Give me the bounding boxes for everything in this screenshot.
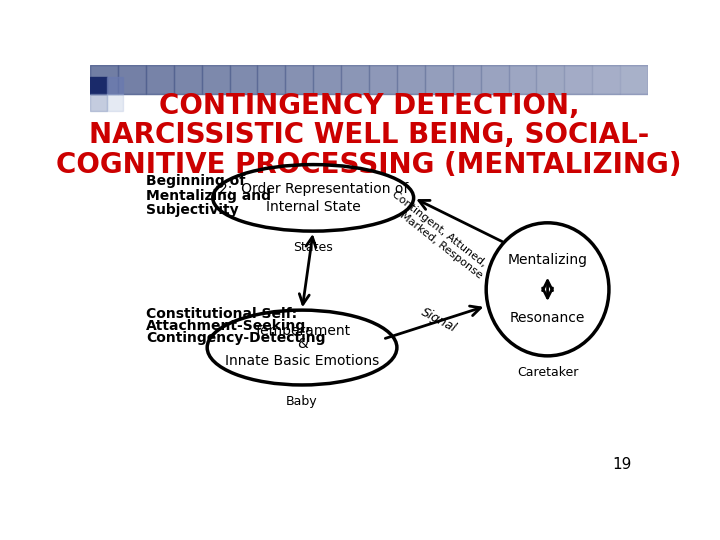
Text: 2:  Order Representation of: 2: Order Representation of	[218, 181, 408, 195]
Bar	[90, 94, 107, 111]
Bar	[285, 65, 313, 94]
Text: COGNITIVE PROCESSING (MENTALIZING): COGNITIVE PROCESSING (MENTALIZING)	[56, 151, 682, 179]
Bar	[90, 77, 107, 94]
Text: Beginning of: Beginning of	[145, 174, 245, 188]
Bar	[118, 65, 145, 94]
Text: Mentalizing: Mentalizing	[508, 253, 588, 267]
Bar	[425, 65, 453, 94]
Text: Caretaker: Caretaker	[517, 366, 578, 379]
Text: Constitutional Self:: Constitutional Self:	[145, 307, 297, 321]
Bar	[397, 65, 425, 94]
Bar	[258, 65, 285, 94]
Text: Attachment-Seeking,: Attachment-Seeking,	[145, 319, 311, 333]
Bar	[145, 65, 174, 94]
Bar	[230, 65, 258, 94]
Text: Baby: Baby	[287, 395, 318, 408]
Text: Signal: Signal	[419, 306, 459, 335]
Text: Resonance: Resonance	[510, 312, 585, 326]
Text: &: &	[297, 337, 307, 351]
Bar	[107, 77, 124, 94]
Bar	[202, 65, 230, 94]
Bar	[536, 65, 564, 94]
Bar	[453, 65, 481, 94]
Bar	[107, 94, 124, 111]
Bar	[90, 65, 648, 94]
Text: Marked, Response: Marked, Response	[398, 211, 485, 281]
Text: Mentalizing and: Mentalizing and	[145, 189, 271, 203]
Text: NARCISSISTIC WELL BEING, SOCIAL-: NARCISSISTIC WELL BEING, SOCIAL-	[89, 122, 649, 150]
Text: Contingency-Detecting: Contingency-Detecting	[145, 330, 325, 345]
Bar	[369, 65, 397, 94]
Bar	[508, 65, 536, 94]
Bar	[564, 65, 592, 94]
Text: CONTINGENCY DETECTION,: CONTINGENCY DETECTION,	[158, 92, 580, 120]
Text: Contingent, Attuned,: Contingent, Attuned,	[390, 189, 487, 269]
Bar	[481, 65, 508, 94]
Bar	[620, 65, 648, 94]
Text: Temperament: Temperament	[254, 324, 350, 338]
Text: Internal State: Internal State	[266, 200, 361, 214]
Text: Innate Basic Emotions: Innate Basic Emotions	[225, 354, 379, 368]
Text: Subjectivity: Subjectivity	[145, 204, 238, 217]
Bar	[90, 65, 118, 94]
Bar	[593, 65, 620, 94]
Bar	[313, 65, 341, 94]
Bar	[341, 65, 369, 94]
Text: States: States	[293, 241, 333, 254]
Bar	[174, 65, 202, 94]
Text: 19: 19	[612, 457, 631, 472]
